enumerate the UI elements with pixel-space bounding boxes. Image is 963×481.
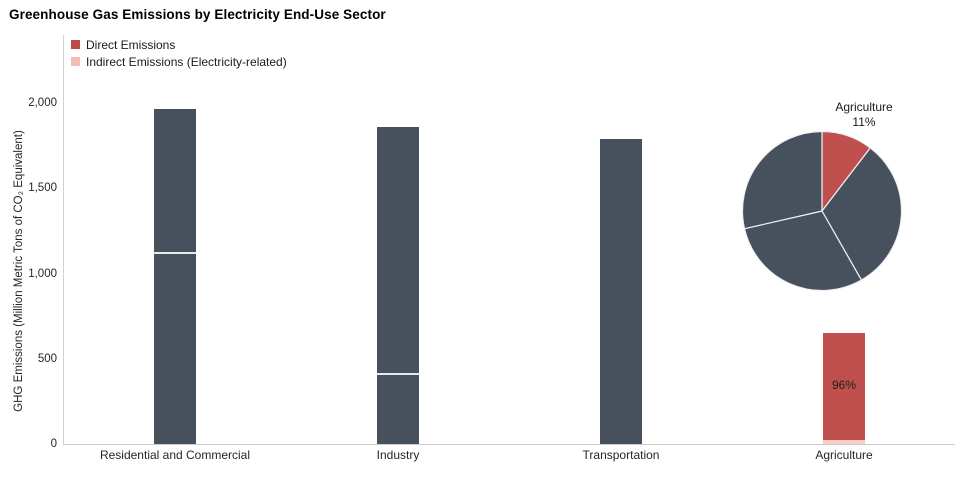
bar-segment-indirect-agriculture[interactable] [823,439,865,444]
y-axis-line [63,35,64,445]
y-axis-tick-label: 1,500 [28,182,57,195]
x-axis-category-label: Transportation [582,448,660,462]
pie-callout-category: Agriculture [835,100,893,114]
x-axis-category-label: Agriculture [815,448,873,462]
x-axis-line [63,444,955,445]
bar-industry[interactable] [377,126,419,444]
y-axis-tick-label: 500 [37,352,57,365]
legend-item-direct[interactable]: Direct Emissions [71,36,287,53]
chart-title: Greenhouse Gas Emissions by Electricity … [9,7,386,22]
bar-segment-divider [377,373,419,376]
y-axis-tick-label: 2,000 [28,97,57,109]
bar-transportation[interactable] [600,138,642,444]
pie-callout-percent: 11% [852,115,876,129]
direct-emissions-swatch-icon [71,40,80,49]
bar-segment-divider [154,252,196,255]
legend-label-indirect: Indirect Emissions (Electricity-related) [86,54,287,69]
y-axis-tick-label: 1,000 [28,267,57,280]
pie-chart [741,130,903,292]
pie-callout-label: Agriculture 11% [799,100,929,130]
legend-item-indirect[interactable]: Indirect Emissions (Electricity-related) [71,53,287,70]
bar-residential-and-commercial[interactable] [154,108,196,444]
pie-slice-industry[interactable] [743,210,863,292]
bar-segment-direct-agriculture[interactable] [823,333,865,440]
indirect-emissions-swatch-icon [71,57,80,66]
legend: Direct Emissions Indirect Emissions (Ele… [71,36,287,70]
pie-slice-residential-and-commercial[interactable] [821,147,903,281]
bar-percent-annotation: 96% [831,378,857,393]
legend-label-direct: Direct Emissions [86,37,176,52]
pie-slice-transportation[interactable] [741,130,823,230]
x-axis-category-label: Industry [376,448,420,462]
y-axis-tick-label: 0 [50,438,57,450]
x-axis-category-label: Residential and Commercial [99,448,251,462]
